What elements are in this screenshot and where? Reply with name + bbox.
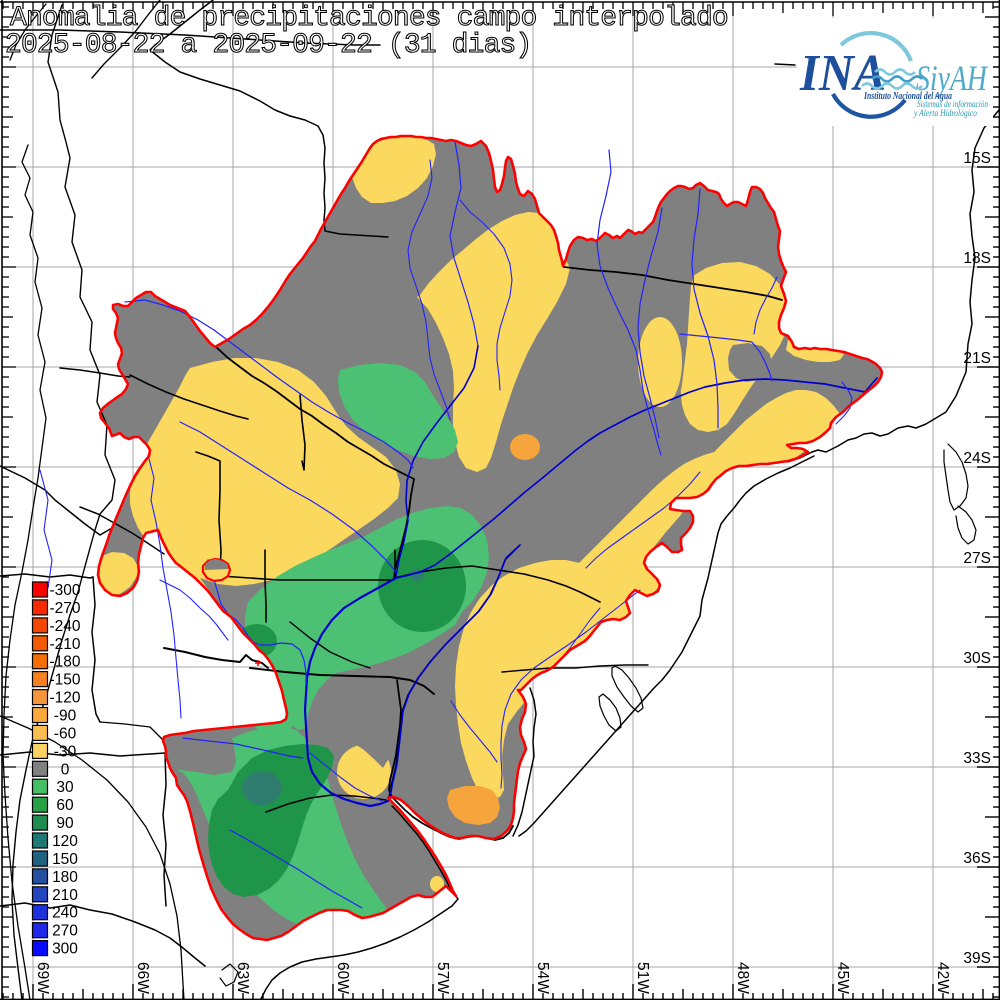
svg-text:30S: 30S	[963, 650, 991, 667]
svg-text:-90: -90	[54, 708, 77, 725]
svg-text:42W: 42W	[934, 962, 951, 994]
svg-text:210: 210	[52, 887, 78, 904]
svg-text:240: 240	[52, 905, 78, 922]
svg-text:y Alerta Hidrológico: y Alerta Hidrológico	[913, 109, 977, 119]
svg-text:21S: 21S	[963, 350, 991, 367]
svg-text:60: 60	[56, 797, 74, 814]
svg-text:48W: 48W	[734, 962, 751, 994]
svg-text:57W: 57W	[434, 962, 451, 994]
svg-text:270: 270	[52, 923, 78, 940]
svg-text:-300: -300	[49, 582, 80, 599]
svg-text:150: 150	[52, 851, 78, 868]
svg-text:-240: -240	[49, 618, 80, 635]
svg-text:-210: -210	[49, 636, 80, 653]
svg-text:39S: 39S	[963, 950, 991, 967]
svg-text:33S: 33S	[963, 750, 991, 767]
svg-text:-30: -30	[54, 743, 77, 760]
svg-text:30: 30	[56, 779, 74, 796]
svg-text:36S: 36S	[963, 850, 991, 867]
svg-text:15S: 15S	[963, 150, 991, 167]
svg-text:18S: 18S	[963, 250, 991, 267]
svg-text:180: 180	[52, 869, 78, 886]
svg-text:Sistemas de información: Sistemas de información	[917, 99, 988, 110]
svg-text:63W: 63W	[234, 962, 251, 994]
svg-text:Instituto Nacional del Agua: Instituto Nacional del Agua	[863, 90, 952, 102]
svg-text:Anomalia de precipitaciones ca: Anomalia de precipitaciones campo interp…	[10, 3, 728, 34]
svg-text:24S: 24S	[963, 450, 991, 467]
svg-text:-60: -60	[54, 725, 77, 742]
svg-text:66W: 66W	[134, 962, 151, 994]
svg-text:INA: INA	[799, 45, 886, 102]
svg-text:51W: 51W	[634, 962, 651, 994]
svg-text:27S: 27S	[963, 550, 991, 567]
svg-text:120: 120	[52, 833, 78, 850]
svg-text:60W: 60W	[334, 962, 351, 994]
svg-text:0: 0	[61, 761, 70, 778]
svg-text:-180: -180	[49, 654, 80, 671]
svg-text:-120: -120	[49, 690, 80, 707]
svg-text:300: 300	[52, 941, 78, 958]
svg-text:69W: 69W	[34, 962, 51, 994]
svg-text:54W: 54W	[534, 962, 551, 994]
svg-text:SiyAH: SiyAH	[916, 58, 989, 98]
svg-text:45W: 45W	[834, 962, 851, 994]
svg-text:90: 90	[56, 815, 74, 832]
svg-text:-150: -150	[49, 672, 80, 689]
svg-text:2025-08-22 a 2025-09-22 (31 di: 2025-08-22 a 2025-09-22 (31 dias)	[5, 30, 531, 61]
svg-text:-270: -270	[49, 600, 80, 617]
